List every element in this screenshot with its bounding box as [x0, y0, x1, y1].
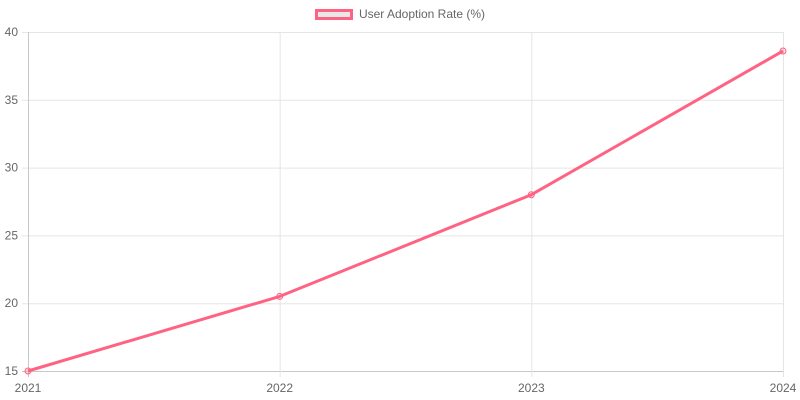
x-tick-label: 2022: [266, 381, 293, 395]
series-line: [27, 49, 784, 373]
x-tick-label: 2023: [518, 381, 545, 395]
data-point[interactable]: [276, 292, 284, 300]
x-tick-label: 2024: [770, 381, 797, 395]
y-tick-label: 40: [5, 25, 19, 39]
y-axis-ticks: 15 20 25 30 35 40: [5, 25, 19, 378]
y-tick-label: 15: [5, 364, 19, 378]
data-point[interactable]: [527, 191, 535, 199]
data-point[interactable]: [24, 367, 32, 375]
y-tick-label: 25: [5, 228, 19, 242]
data-series: [24, 47, 787, 375]
data-point[interactable]: [779, 47, 787, 55]
grid-lines: [22, 32, 784, 377]
x-axis-ticks: 2021 2022 2023 2024: [15, 381, 797, 395]
chart-legend: User Adoption Rate (%): [0, 7, 800, 21]
legend-label[interactable]: User Adoption Rate (%): [358, 7, 486, 21]
legend-swatch[interactable]: [314, 8, 353, 20]
x-tick-label: 2021: [15, 381, 42, 395]
y-tick-label: 30: [5, 161, 19, 175]
y-tick-label: 20: [5, 296, 19, 310]
y-tick-label: 35: [5, 93, 19, 107]
